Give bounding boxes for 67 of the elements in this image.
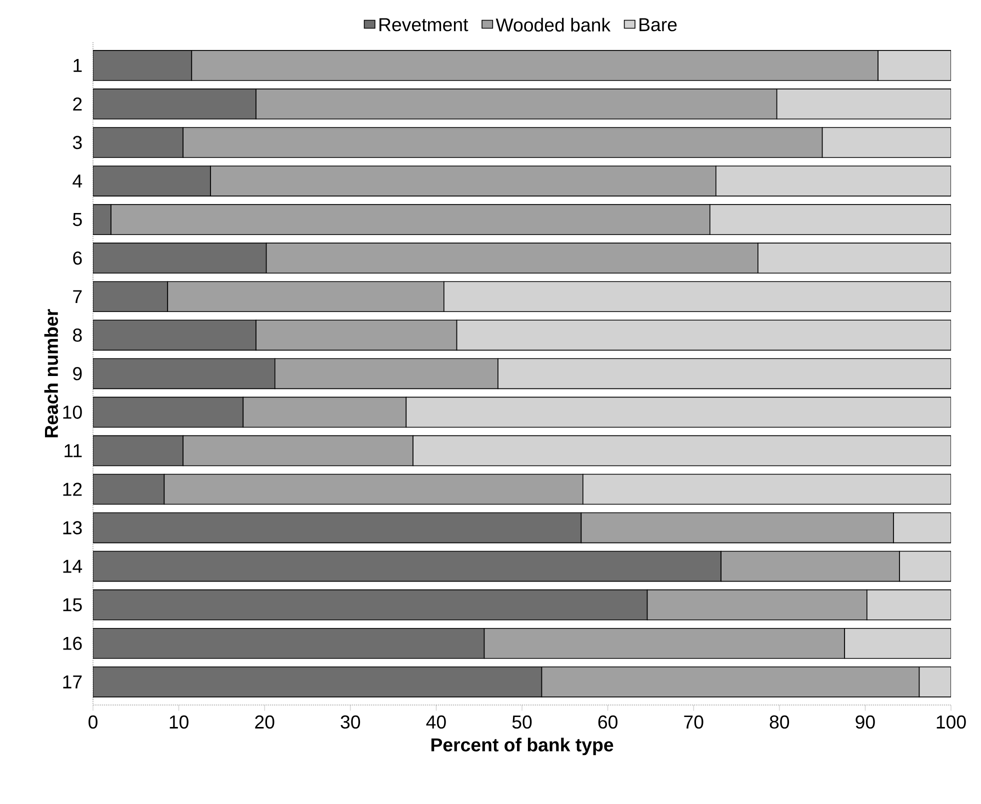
y-tick-label: 14 bbox=[63, 560, 82, 573]
x-tick-label: 100 bbox=[936, 715, 966, 729]
x-tick-label: 30 bbox=[340, 715, 360, 729]
bar bbox=[93, 512, 582, 544]
y-tick-label: 13 bbox=[63, 521, 82, 534]
bar bbox=[93, 281, 168, 312]
bar bbox=[710, 204, 952, 235]
legend-label: Wooded bank bbox=[496, 18, 611, 32]
x-tick-label: 20 bbox=[255, 715, 274, 729]
bar bbox=[93, 396, 244, 428]
x-tick-label: 70 bbox=[684, 715, 704, 729]
y-tick-label: 17 bbox=[63, 675, 82, 688]
y-tick-label: 12 bbox=[63, 482, 82, 496]
x-tick-label: 60 bbox=[598, 715, 618, 729]
y-tick-label: 3 bbox=[72, 136, 82, 150]
x-axis-title: Percent of bank type bbox=[431, 738, 614, 756]
x-tick-label: 80 bbox=[770, 715, 790, 729]
bar bbox=[844, 628, 952, 659]
bar bbox=[93, 88, 256, 120]
y-tick-label: 7 bbox=[73, 290, 82, 304]
bar bbox=[93, 589, 648, 620]
bar bbox=[93, 435, 184, 466]
bar bbox=[406, 396, 952, 428]
x-tick-label: 90 bbox=[856, 715, 875, 729]
y-tick-label: 11 bbox=[64, 444, 82, 458]
bar bbox=[716, 166, 952, 196]
bar bbox=[93, 666, 542, 698]
x-tick-label: 50 bbox=[512, 715, 532, 729]
y-tick-label: 6 bbox=[73, 251, 82, 265]
y-tick-label: 2 bbox=[73, 97, 82, 110]
y-tick-label: 10 bbox=[63, 406, 82, 419]
y-tick-label: 15 bbox=[63, 598, 82, 612]
x-tick-label: 0 bbox=[88, 715, 98, 729]
bar bbox=[93, 358, 276, 390]
legend-label: Revetment bbox=[380, 18, 468, 32]
bar bbox=[878, 50, 952, 81]
bar bbox=[582, 474, 952, 505]
x-tick-label: 10 bbox=[170, 715, 188, 729]
y-tick-label: 8 bbox=[73, 328, 82, 342]
y-tick-label: 9 bbox=[73, 367, 82, 380]
y-tick-label: 4 bbox=[72, 174, 82, 188]
bar bbox=[93, 204, 112, 235]
bar bbox=[93, 474, 165, 505]
bar bbox=[412, 435, 952, 466]
bar bbox=[93, 166, 211, 196]
bar bbox=[866, 589, 952, 620]
bar bbox=[93, 550, 722, 582]
bar bbox=[822, 127, 952, 158]
bar bbox=[899, 550, 952, 582]
y-axis-title: Reach number bbox=[44, 309, 58, 438]
bar bbox=[498, 358, 952, 390]
bar bbox=[93, 50, 192, 81]
y-tick-label: 16 bbox=[63, 636, 82, 650]
bar bbox=[93, 127, 184, 158]
y-tick-label: 1 bbox=[74, 59, 82, 72]
bar bbox=[93, 320, 256, 351]
legend-label: Bare bbox=[640, 18, 677, 32]
bar bbox=[456, 320, 952, 351]
bar bbox=[918, 666, 952, 698]
bar bbox=[444, 281, 952, 312]
bar bbox=[758, 242, 952, 274]
bar bbox=[93, 242, 267, 274]
bar bbox=[893, 512, 952, 544]
bar bbox=[776, 88, 952, 120]
x-tick-label: 40 bbox=[426, 715, 446, 729]
bar bbox=[93, 628, 485, 659]
y-tick-label: 5 bbox=[72, 213, 82, 226]
